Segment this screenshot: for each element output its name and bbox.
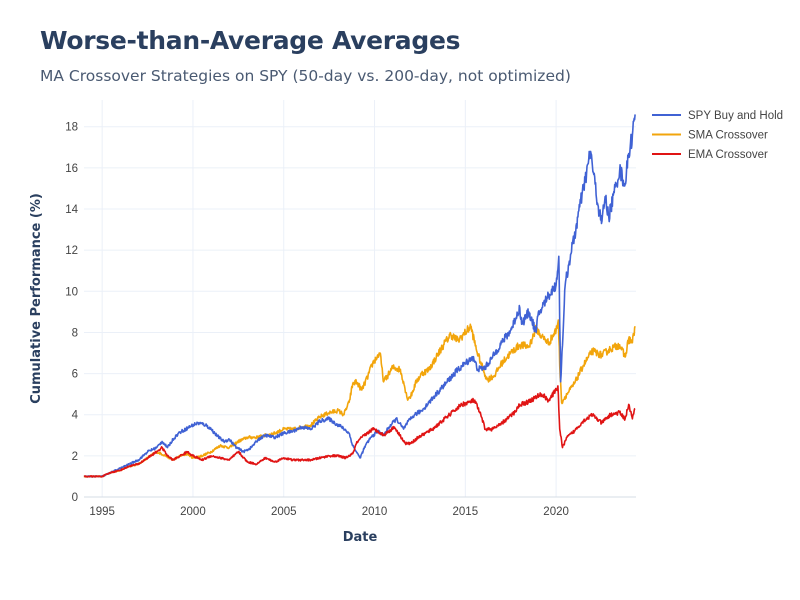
series-layer xyxy=(83,114,636,478)
y-tick-label: 0 xyxy=(72,492,78,504)
series-line-2 xyxy=(83,385,636,478)
legend: SPY Buy and Hold SMA Crossover EMA Crossov… xyxy=(652,110,783,161)
x-tick-label: 2010 xyxy=(362,506,388,518)
x-axis-title: Date xyxy=(343,530,378,545)
x-tick-label: 2015 xyxy=(453,506,479,518)
y-tick-label: 14 xyxy=(65,204,78,216)
y-tick-label: 10 xyxy=(65,286,78,298)
grid xyxy=(84,100,636,497)
y-tick-label: 4 xyxy=(72,410,79,422)
y-tick-label: 16 xyxy=(65,163,78,175)
x-tick-label: 1995 xyxy=(89,506,115,518)
x-tick-label: 2005 xyxy=(271,506,297,518)
y-tick-label: 12 xyxy=(65,245,78,257)
y-tick-label: 18 xyxy=(65,122,78,134)
legend-label: SPY Buy and Hold xyxy=(688,110,783,122)
axes: 0 2 4 6 8 10 12 14 16 18 1995 2000 2005 2010 2015 2020 xyxy=(65,122,636,518)
legend-label: EMA Crossover xyxy=(688,149,768,161)
y-tick-label: 6 xyxy=(72,369,78,381)
chart-subtitle: MA Crossover Strategies on SPY (50-day v… xyxy=(40,67,571,85)
x-tick-label: 2020 xyxy=(543,506,569,518)
y-axis-title: Cumulative Performance (%) xyxy=(29,193,44,404)
legend-label: SMA Crossover xyxy=(688,130,768,142)
series-line-0 xyxy=(83,114,636,478)
y-tick-label: 8 xyxy=(72,327,78,339)
y-tick-label: 2 xyxy=(72,451,78,463)
chart-title: Worse-than-Average Averages xyxy=(40,26,461,55)
x-tick-label: 2000 xyxy=(180,506,206,518)
